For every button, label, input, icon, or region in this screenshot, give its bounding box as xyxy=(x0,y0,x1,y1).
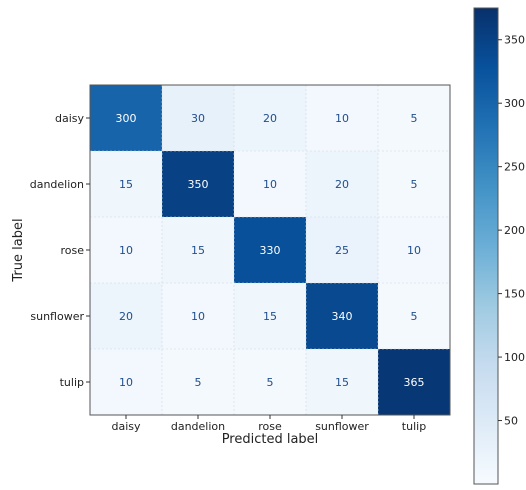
cell-value-label: 5 xyxy=(267,376,274,389)
heatmap-cell xyxy=(90,283,163,350)
heatmap-cell xyxy=(162,217,235,284)
heatmap-cell xyxy=(162,151,235,218)
heatmap-cell xyxy=(90,85,163,152)
heatmap-cell xyxy=(234,217,307,284)
colorbar-tick-label: 50 xyxy=(504,415,518,428)
cell-value-label: 15 xyxy=(263,310,277,323)
heatmap-cell xyxy=(90,349,163,416)
colorbar xyxy=(473,7,499,485)
heatmap-cell xyxy=(234,283,307,350)
cell-value-label: 15 xyxy=(119,178,133,191)
y-tick-label: rose xyxy=(60,244,84,257)
cell-value-label: 5 xyxy=(411,310,418,323)
x-tick-label: tulip xyxy=(402,420,426,433)
heatmap-cell xyxy=(90,217,163,284)
cell-value-label: 10 xyxy=(263,178,277,191)
cell-value-label: 340 xyxy=(332,310,353,323)
cell-value-label: 5 xyxy=(411,178,418,191)
cell-value-label: 10 xyxy=(335,112,349,125)
grid-lines xyxy=(90,85,450,415)
cell-value-label: 350 xyxy=(188,178,209,191)
heatmap-cell xyxy=(378,349,451,416)
colorbar-tick-label: 150 xyxy=(504,288,525,301)
y-tick-label: sunflower xyxy=(30,310,84,323)
heatmap-cell xyxy=(234,349,307,416)
cell-value-label: 300 xyxy=(116,112,137,125)
heatmap-cell xyxy=(162,283,235,350)
colorbar-tick-label: 350 xyxy=(504,34,525,47)
heatmap-cell xyxy=(378,283,451,350)
heatmap-cell xyxy=(234,85,307,152)
y-axis-label: True label xyxy=(11,218,26,282)
x-tick-label: sunflower xyxy=(315,420,369,433)
heatmap-cell xyxy=(306,283,379,350)
y-tick-label: tulip xyxy=(60,376,84,389)
heatmap-cell xyxy=(162,349,235,416)
cell-value-label: 10 xyxy=(119,376,133,389)
cell-value-label: 20 xyxy=(119,310,133,323)
cell-value-label: 25 xyxy=(335,244,349,257)
cell-value-label: 330 xyxy=(260,244,281,257)
y-tick-labels: daisy dandelion rose sunflower tulip xyxy=(30,112,90,389)
heatmap-cell xyxy=(90,151,163,218)
x-tick-labels: daisy dandelion rose sunflower tulip xyxy=(111,415,426,433)
cell-value-label: 5 xyxy=(195,376,202,389)
heatmap-cell xyxy=(306,349,379,416)
colorbar-tick-label: 200 xyxy=(504,224,525,237)
colorbar-tick-label: 100 xyxy=(504,351,525,364)
heatmap-cell xyxy=(378,85,451,152)
heatmap-cell xyxy=(378,217,451,284)
heatmap-cell xyxy=(306,151,379,218)
cell-value-label: 20 xyxy=(263,112,277,125)
x-tick-label: daisy xyxy=(111,420,141,433)
y-tick-label: dandelion xyxy=(30,178,84,191)
heatmap-cell xyxy=(306,85,379,152)
cell-value-label: 10 xyxy=(191,310,205,323)
cell-value-label: 5 xyxy=(411,112,418,125)
heatmap-cell xyxy=(378,151,451,218)
cell-value-label: 365 xyxy=(404,376,425,389)
cell-value-label: 20 xyxy=(335,178,349,191)
heatmap-cells: 300 30 20 10 5 15 350 10 20 5 10 15 330 25 10 20 10 15 340… xyxy=(90,85,451,416)
cell-value-label: 10 xyxy=(119,244,133,257)
colorbar-ticks: 50 100 150 200 250 300 350 xyxy=(498,34,525,428)
colorbar-tick-label: 250 xyxy=(504,161,525,174)
heatmap-cell xyxy=(162,85,235,152)
x-tick-label: rose xyxy=(258,420,282,433)
y-tick-label: daisy xyxy=(55,112,85,125)
colorbar-tick-label: 300 xyxy=(504,97,525,110)
cell-value-label: 30 xyxy=(191,112,205,125)
heatmap-cell xyxy=(234,151,307,218)
x-axis-label: Predicted label xyxy=(222,432,319,447)
heatmap-cell xyxy=(306,217,379,284)
cell-value-label: 10 xyxy=(407,244,421,257)
cell-value-label: 15 xyxy=(191,244,205,257)
cell-value-label: 15 xyxy=(335,376,349,389)
x-tick-label: dandelion xyxy=(171,420,225,433)
